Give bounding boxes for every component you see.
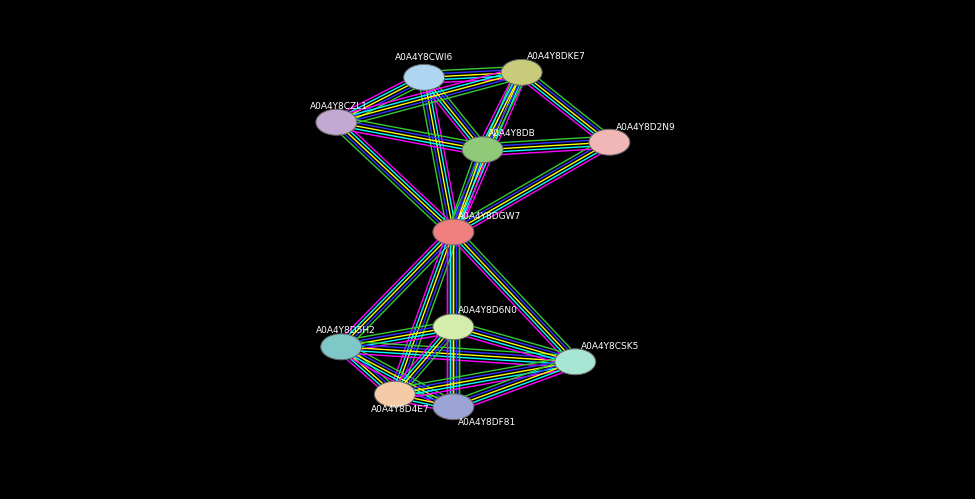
Ellipse shape bbox=[555, 349, 596, 375]
Ellipse shape bbox=[462, 137, 503, 163]
Text: A0A4Y8D2N9: A0A4Y8D2N9 bbox=[616, 123, 676, 132]
Ellipse shape bbox=[433, 219, 474, 245]
Text: A0A4Y8D4E7: A0A4Y8D4E7 bbox=[370, 405, 429, 414]
Text: A0A4Y8DB: A0A4Y8DB bbox=[488, 129, 535, 138]
Text: A0A4Y8D6N0: A0A4Y8D6N0 bbox=[458, 306, 518, 315]
Text: A0A4Y8CWI6: A0A4Y8CWI6 bbox=[395, 53, 453, 62]
Ellipse shape bbox=[589, 129, 630, 155]
Text: A0A4Y8CSK5: A0A4Y8CSK5 bbox=[581, 342, 640, 351]
Text: A0A4Y8DF81: A0A4Y8DF81 bbox=[458, 418, 517, 427]
Ellipse shape bbox=[433, 314, 474, 340]
Text: A0A4Y8CZL1: A0A4Y8CZL1 bbox=[310, 102, 369, 111]
Ellipse shape bbox=[374, 381, 415, 407]
Text: A0A4Y8DGW7: A0A4Y8DGW7 bbox=[458, 212, 522, 221]
Ellipse shape bbox=[316, 109, 357, 135]
Text: A0A4Y8DKE7: A0A4Y8DKE7 bbox=[526, 52, 585, 61]
Text: A0A4Y8D5H2: A0A4Y8D5H2 bbox=[316, 326, 376, 335]
Ellipse shape bbox=[404, 64, 445, 90]
Ellipse shape bbox=[321, 334, 362, 360]
Ellipse shape bbox=[433, 394, 474, 420]
Ellipse shape bbox=[501, 59, 542, 85]
